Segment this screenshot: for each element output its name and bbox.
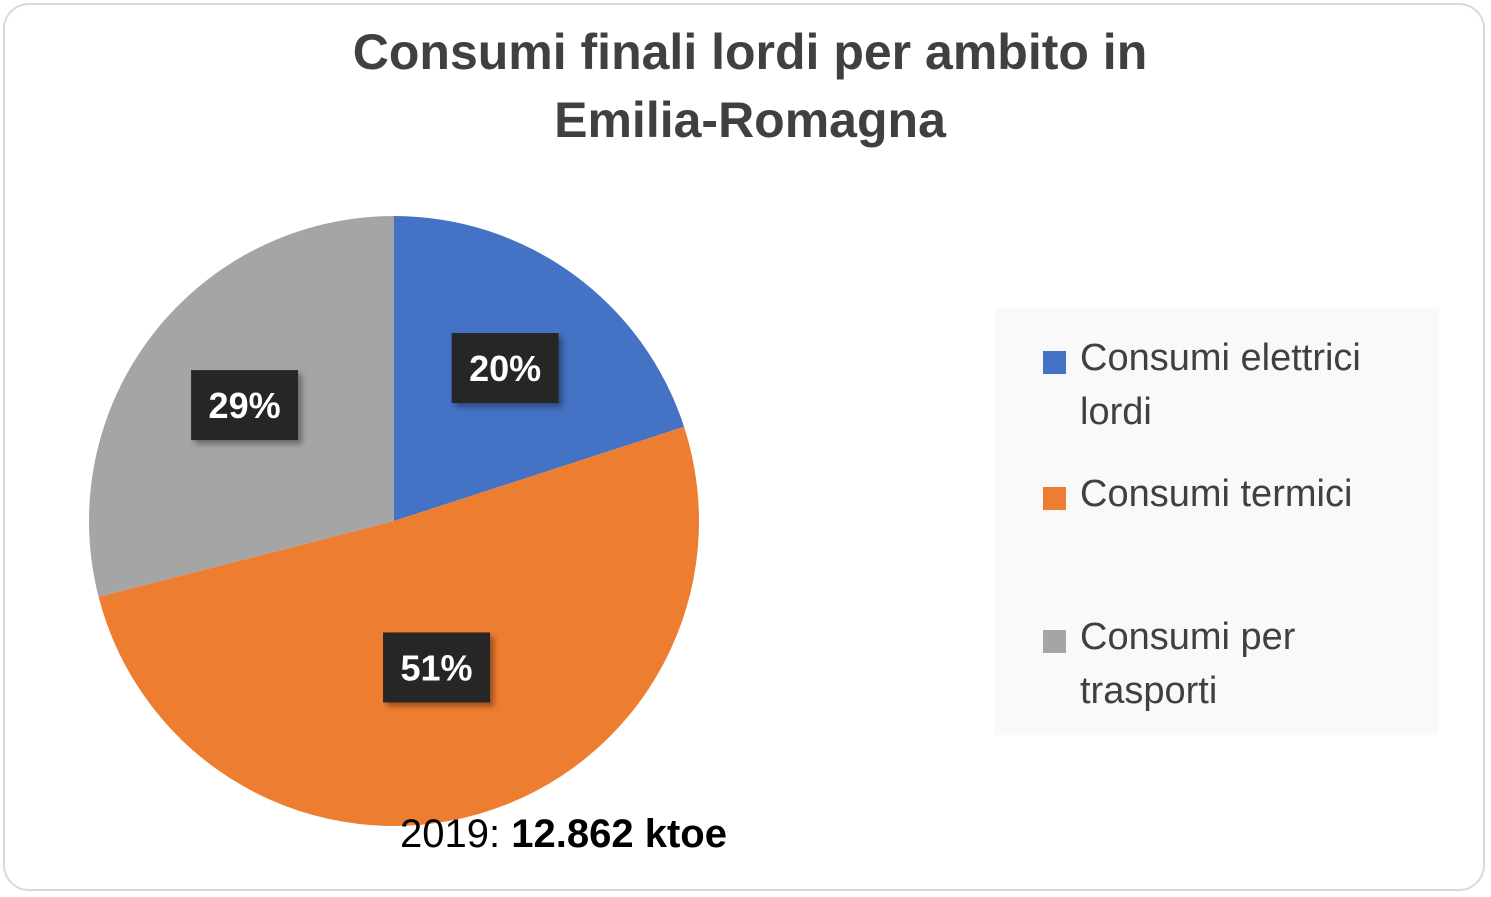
data-label-box [383, 632, 491, 703]
chart-title: Consumi finali lordi per ambito in Emili… [250, 18, 1250, 154]
legend-label-line: Consumi per [1080, 616, 1296, 658]
legend-item-consumi-elettrici: Consumi elettrici lordi [1043, 331, 1420, 439]
data-label-box [191, 370, 299, 441]
legend: Consumi elettrici lordi Consumi termici … [995, 307, 1439, 735]
footer-total: 12.862 ktoe [511, 812, 727, 856]
legend-label-line: Consumi elettrici [1080, 337, 1361, 379]
legend-swatch-consumi-termici [1043, 487, 1066, 510]
data-label-consumi-termici: 51% [383, 632, 491, 703]
data-label-box [451, 333, 559, 404]
chart-footer: 2019: 12.862 ktoe [400, 812, 1100, 857]
data-label-consumi-trasporti: 29% [191, 370, 299, 441]
legend-item-consumi-trasporti: Consumi per trasporti [1043, 610, 1420, 718]
legend-label-line: trasporti [1080, 670, 1218, 712]
data-label-consumi-elettrici: 20% [451, 333, 559, 404]
legend-label-line: lordi [1080, 391, 1152, 433]
legend-item-consumi-termici: Consumi termici [1043, 467, 1420, 521]
chart-title-line-2: Emilia-Romagna [554, 92, 946, 148]
legend-label-consumi-elettrici: Consumi elettrici lordi [1080, 331, 1420, 439]
data-label-text: 29% [209, 385, 281, 426]
legend-swatch-consumi-trasporti [1043, 630, 1066, 653]
footer-year: 2019: [400, 812, 501, 856]
legend-swatch-consumi-elettrici [1043, 351, 1066, 374]
legend-label-consumi-trasporti: Consumi per trasporti [1080, 610, 1420, 718]
data-label-text: 20% [469, 348, 541, 389]
slice-consumi-termici [98, 426, 700, 827]
chart-title-line-1: Consumi finali lordi per ambito in [352, 24, 1148, 80]
data-label-text: 51% [401, 647, 473, 688]
legend-label-line: Consumi termici [1080, 473, 1353, 515]
legend-label-consumi-termici: Consumi termici [1080, 467, 1420, 521]
